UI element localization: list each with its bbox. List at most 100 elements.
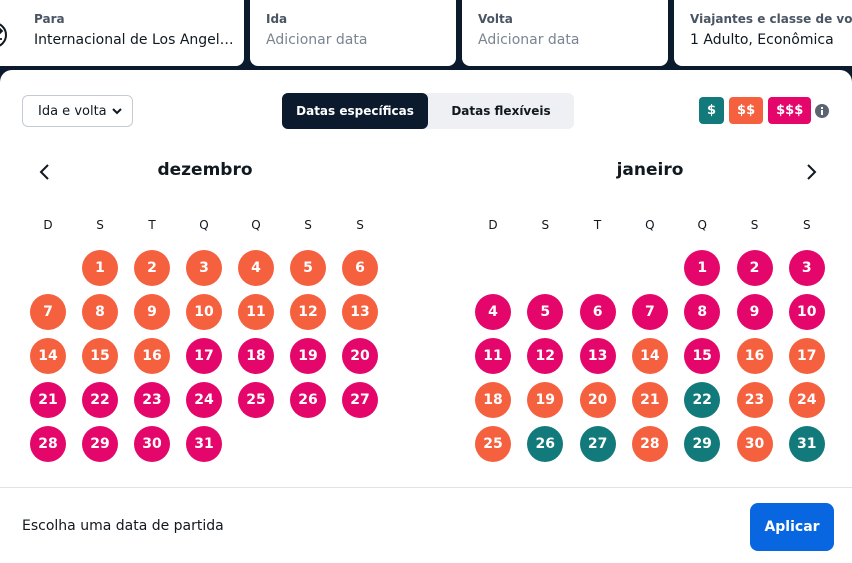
- weekday-label: S: [750, 218, 759, 232]
- day-cell[interactable]: 13: [579, 338, 616, 374]
- day-cell[interactable]: 22: [82, 382, 118, 418]
- day-cell[interactable]: 2: [134, 250, 170, 286]
- day-cell[interactable]: 17: [186, 338, 222, 374]
- destination-field[interactable]: Para Internacional de Los Angeles: [0, 0, 244, 66]
- day-cell[interactable]: 10: [788, 294, 825, 330]
- weekday-label: S: [304, 218, 312, 232]
- day-cell[interactable]: 31: [788, 426, 825, 462]
- day-cell[interactable]: 23: [736, 382, 773, 418]
- weekday-label: S: [541, 218, 550, 232]
- weekday-label: S: [96, 218, 104, 232]
- travelers-field[interactable]: Viajantes e classe de voo 1 Adulto, Econ…: [674, 0, 852, 66]
- day-cell[interactable]: 1: [82, 250, 118, 286]
- day-cell[interactable]: 3: [186, 250, 222, 286]
- day-cell[interactable]: 6: [342, 250, 378, 286]
- day-cell[interactable]: 4: [238, 250, 274, 286]
- day-cell[interactable]: 20: [579, 382, 616, 418]
- previous-month[interactable]: [37, 163, 53, 181]
- day-cell[interactable]: 27: [579, 426, 616, 462]
- trip-type-label: Ida e volta: [38, 103, 107, 119]
- weekday-label: Q: [697, 218, 707, 232]
- day-cell[interactable]: 1: [684, 250, 721, 286]
- divider: [0, 487, 852, 488]
- day-cell[interactable]: 31: [186, 426, 222, 462]
- day-cell[interactable]: 11: [238, 294, 274, 330]
- day-cell[interactable]: 2: [736, 250, 773, 286]
- day-cell[interactable]: 9: [134, 294, 170, 330]
- day-cell[interactable]: 15: [684, 338, 721, 374]
- weekday-label: D: [43, 218, 53, 232]
- info-icon[interactable]: [814, 103, 830, 119]
- day-cell[interactable]: 3: [788, 250, 825, 286]
- toggle-option[interactable]: Datas flexíveis: [451, 104, 551, 118]
- return-field[interactable]: Volta Adicionar data: [462, 0, 668, 66]
- day-cell[interactable]: 12: [290, 294, 326, 330]
- day-cell[interactable]: 14: [631, 338, 668, 374]
- price-legend-item[interactable]: $$$: [768, 97, 812, 124]
- day-cell[interactable]: 19: [290, 338, 326, 374]
- field-label: Para: [34, 12, 65, 26]
- day-cell[interactable]: 16: [134, 338, 170, 374]
- day-cell[interactable]: 25: [238, 382, 274, 418]
- price-legend-item[interactable]: $: [699, 97, 725, 124]
- day-cell[interactable]: 12: [527, 338, 564, 374]
- day-cell[interactable]: 20: [342, 338, 378, 374]
- day-cell[interactable]: 26: [527, 426, 564, 462]
- weekday-label: S: [802, 218, 811, 232]
- day-cell[interactable]: 18: [238, 338, 274, 374]
- day-cell[interactable]: 30: [134, 426, 170, 462]
- day-cell[interactable]: 11: [475, 338, 511, 374]
- day-cell[interactable]: 9: [736, 294, 773, 330]
- price-legend-item[interactable]: $$: [729, 97, 764, 124]
- day-cell[interactable]: 17: [788, 338, 825, 374]
- day-cell[interactable]: 22: [684, 382, 721, 418]
- day-cell[interactable]: 26: [290, 382, 326, 418]
- day-cell[interactable]: 28: [631, 426, 668, 462]
- day-cell[interactable]: 7: [30, 294, 66, 330]
- day-cell[interactable]: 29: [684, 426, 721, 462]
- field-value: Internacional de Los Angeles: [34, 32, 234, 48]
- field-label: Ida: [266, 12, 288, 26]
- day-cell[interactable]: 8: [684, 294, 721, 330]
- day-cell[interactable]: 5: [527, 294, 564, 330]
- day-cell[interactable]: 4: [475, 294, 511, 330]
- day-cell[interactable]: 30: [736, 426, 773, 462]
- day-cell[interactable]: 28: [30, 426, 66, 462]
- day-cell[interactable]: 10: [186, 294, 222, 330]
- weekday-label: Q: [199, 218, 209, 232]
- day-cell[interactable]: 27: [342, 382, 378, 418]
- next-month[interactable]: [803, 163, 819, 181]
- day-cell[interactable]: 8: [82, 294, 118, 330]
- day-cell[interactable]: 21: [631, 382, 668, 418]
- swap-icon[interactable]: [0, 22, 12, 48]
- day-cell[interactable]: 13: [342, 294, 378, 330]
- day-cell[interactable]: 21: [30, 382, 66, 418]
- day-cell[interactable]: 29: [82, 426, 118, 462]
- day-cell[interactable]: 19: [527, 382, 564, 418]
- day-cell[interactable]: 14: [30, 338, 66, 374]
- day-cell[interactable]: 5: [290, 250, 326, 286]
- field-value: Adicionar data: [266, 32, 368, 48]
- day-cell[interactable]: 24: [788, 382, 825, 418]
- month-title: janeiro: [616, 160, 684, 180]
- day-cell[interactable]: 18: [475, 382, 511, 418]
- chevron-down: [112, 108, 122, 115]
- day-cell[interactable]: 6: [579, 294, 616, 330]
- apply-button[interactable]: Aplicar: [750, 503, 834, 551]
- day-cell[interactable]: 24: [186, 382, 222, 418]
- price-legend: $ $$ $$$: [699, 97, 812, 124]
- trip-type-select[interactable]: Ida e volta: [22, 95, 133, 127]
- day-cell[interactable]: 15: [82, 338, 118, 374]
- weekday-label: D: [488, 218, 498, 232]
- toggle-option-active[interactable]: Datas específicas: [282, 93, 428, 129]
- day-cell[interactable]: 7: [631, 294, 668, 330]
- field-label: Viajantes e classe de voo: [690, 12, 852, 26]
- day-cell[interactable]: 23: [134, 382, 170, 418]
- day-cell[interactable]: 25: [475, 426, 511, 462]
- field-label: Volta: [478, 12, 513, 26]
- day-cell[interactable]: 16: [736, 338, 773, 374]
- date-picker-panel: [0, 70, 852, 563]
- departure-field[interactable]: Ida Adicionar data: [250, 0, 456, 66]
- field-value: Adicionar data: [478, 32, 580, 48]
